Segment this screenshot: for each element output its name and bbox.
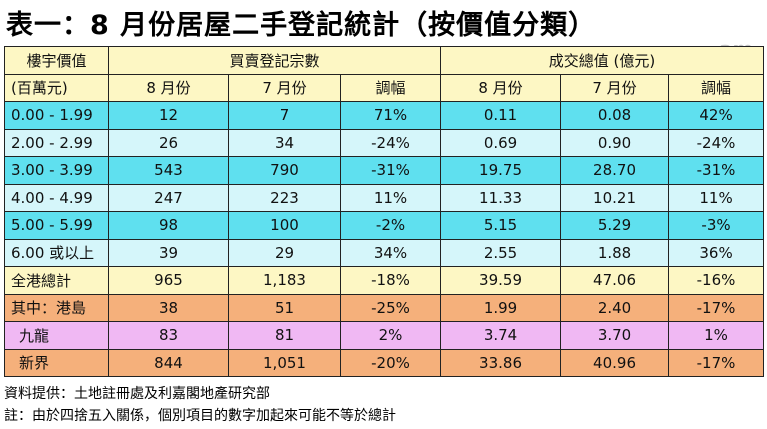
table-row: 6.00 或以上 39 29 34% 2.55 1.88 36% bbox=[4, 238, 765, 267]
cell: 33.86 bbox=[440, 348, 562, 377]
cell: 0.90 bbox=[560, 128, 670, 157]
cell: -31% bbox=[339, 156, 442, 185]
cell: 11.33 bbox=[440, 183, 562, 212]
table-row: 2.00 - 2.99 26 34 -24% 0.69 0.90 -24% bbox=[4, 128, 765, 157]
group-header: 成交總值 (億元) bbox=[440, 46, 765, 75]
cell: 5.29 bbox=[560, 211, 670, 240]
sub-header: 8 月份 bbox=[440, 73, 562, 102]
cell: 7 bbox=[228, 101, 341, 130]
sub-header: (百萬元) bbox=[4, 73, 109, 102]
row-label: 0.00 - 1.99 bbox=[4, 101, 109, 130]
row-label: 2.00 - 2.99 bbox=[4, 128, 109, 157]
header-row: 樓宇價值 買賣登記宗數 成交總值 (億元) bbox=[4, 46, 765, 75]
cell: 29 bbox=[228, 238, 341, 267]
cell: 34 bbox=[228, 128, 341, 157]
cell: 36% bbox=[668, 238, 765, 267]
cell: 11% bbox=[668, 183, 765, 212]
cell: -16% bbox=[668, 266, 765, 295]
cell: -25% bbox=[339, 293, 442, 322]
cell: 100 bbox=[228, 211, 341, 240]
cell: -18% bbox=[339, 266, 442, 295]
cell: 790 bbox=[228, 156, 341, 185]
cell: -20% bbox=[339, 348, 442, 377]
cell: 71% bbox=[339, 101, 442, 130]
cell: 844 bbox=[108, 348, 229, 377]
cell: 1,183 bbox=[228, 266, 341, 295]
cell: 2.55 bbox=[440, 238, 562, 267]
cell: -17% bbox=[668, 348, 765, 377]
cell: 223 bbox=[228, 183, 341, 212]
cell: 5.15 bbox=[440, 211, 562, 240]
table-row: 3.00 - 3.99 543 790 -31% 19.75 28.70 -31% bbox=[4, 156, 765, 185]
cell: 81 bbox=[228, 321, 341, 350]
cell: -17% bbox=[668, 293, 765, 322]
title: 表一：8 月份居屋二手登記統計（按價值分類） bbox=[6, 10, 597, 41]
cell: -24% bbox=[668, 128, 765, 157]
cell: 11% bbox=[339, 183, 442, 212]
cell: 40.96 bbox=[560, 348, 670, 377]
table-row: 九龍 83 81 2% 3.74 3.70 1% bbox=[4, 321, 765, 350]
table-row: 新界 844 1,051 -20% 33.86 40.96 -17% bbox=[4, 348, 765, 377]
cell: 12 bbox=[108, 101, 229, 130]
cell: 3.74 bbox=[440, 321, 562, 350]
row-label: 6.00 或以上 bbox=[4, 238, 109, 267]
sub-header: 8 月份 bbox=[108, 73, 229, 102]
cell: 1% bbox=[668, 321, 765, 350]
cell: 42% bbox=[668, 101, 765, 130]
stats-table: 樓宇價值 買賣登記宗數 成交總值 (億元) (百萬元) 8 月份 7 月份 調幅 8 月份 7 … bbox=[4, 46, 765, 377]
cell: 965 bbox=[108, 266, 229, 295]
sub-header: 7 月份 bbox=[560, 73, 670, 102]
cell: 39.59 bbox=[440, 266, 562, 295]
cell: 34% bbox=[339, 238, 442, 267]
row-label: 新界 bbox=[4, 348, 109, 377]
table-row: 全港總計 965 1,183 -18% 39.59 47.06 -16% bbox=[4, 266, 765, 295]
cell: 2% bbox=[339, 321, 442, 350]
sub-header: 調幅 bbox=[339, 73, 442, 102]
footnote: 註：由於四捨五入關係，個別項目的數字加起來可能不等於總計 bbox=[4, 408, 396, 424]
cell: 19.75 bbox=[440, 156, 562, 185]
cell: 0.08 bbox=[560, 101, 670, 130]
row-label: 全港總計 bbox=[4, 266, 109, 295]
table-row: 5.00 - 5.99 98 100 -2% 5.15 5.29 -3% bbox=[4, 211, 765, 240]
cell: 83 bbox=[108, 321, 229, 350]
group-header: 樓宇價值 bbox=[4, 46, 109, 75]
cell: -3% bbox=[668, 211, 765, 240]
cell: 51 bbox=[228, 293, 341, 322]
cell: 543 bbox=[108, 156, 229, 185]
row-label: 4.00 - 4.99 bbox=[4, 183, 109, 212]
row-label: 3.00 - 3.99 bbox=[4, 156, 109, 185]
header-row: (百萬元) 8 月份 7 月份 調幅 8 月份 7 月份 調幅 bbox=[4, 73, 765, 102]
table-row: 4.00 - 4.99 247 223 11% 11.33 10.21 11% bbox=[4, 183, 765, 212]
table-row: 其中：港島 38 51 -25% 1.99 2.40 -17% bbox=[4, 293, 765, 322]
cell: -24% bbox=[339, 128, 442, 157]
cell: -31% bbox=[668, 156, 765, 185]
cell: 1,051 bbox=[228, 348, 341, 377]
cell: 1.99 bbox=[440, 293, 562, 322]
cell: 28.70 bbox=[560, 156, 670, 185]
cell: 98 bbox=[108, 211, 229, 240]
cell: 2.40 bbox=[560, 293, 670, 322]
row-label: 5.00 - 5.99 bbox=[4, 211, 109, 240]
cell: 247 bbox=[108, 183, 229, 212]
cell: 38 bbox=[108, 293, 229, 322]
table-row: 0.00 - 1.99 12 7 71% 0.11 0.08 42% bbox=[4, 101, 765, 130]
sub-header: 調幅 bbox=[668, 73, 765, 102]
cell: -2% bbox=[339, 211, 442, 240]
cell: 0.11 bbox=[440, 101, 562, 130]
cell: 3.70 bbox=[560, 321, 670, 350]
cell: 1.88 bbox=[560, 238, 670, 267]
cell: 26 bbox=[108, 128, 229, 157]
cell: 10.21 bbox=[560, 183, 670, 212]
group-header: 買賣登記宗數 bbox=[107, 46, 442, 75]
cell: 47.06 bbox=[560, 266, 670, 295]
row-label: 其中：港島 bbox=[4, 293, 109, 322]
sub-header: 7 月份 bbox=[228, 73, 341, 102]
row-label: 九龍 bbox=[4, 321, 109, 350]
cell: 39 bbox=[108, 238, 229, 267]
cell: 0.69 bbox=[440, 128, 562, 157]
source-note: 資料提供：土地註冊處及利嘉閣地產研究部 bbox=[4, 386, 270, 402]
